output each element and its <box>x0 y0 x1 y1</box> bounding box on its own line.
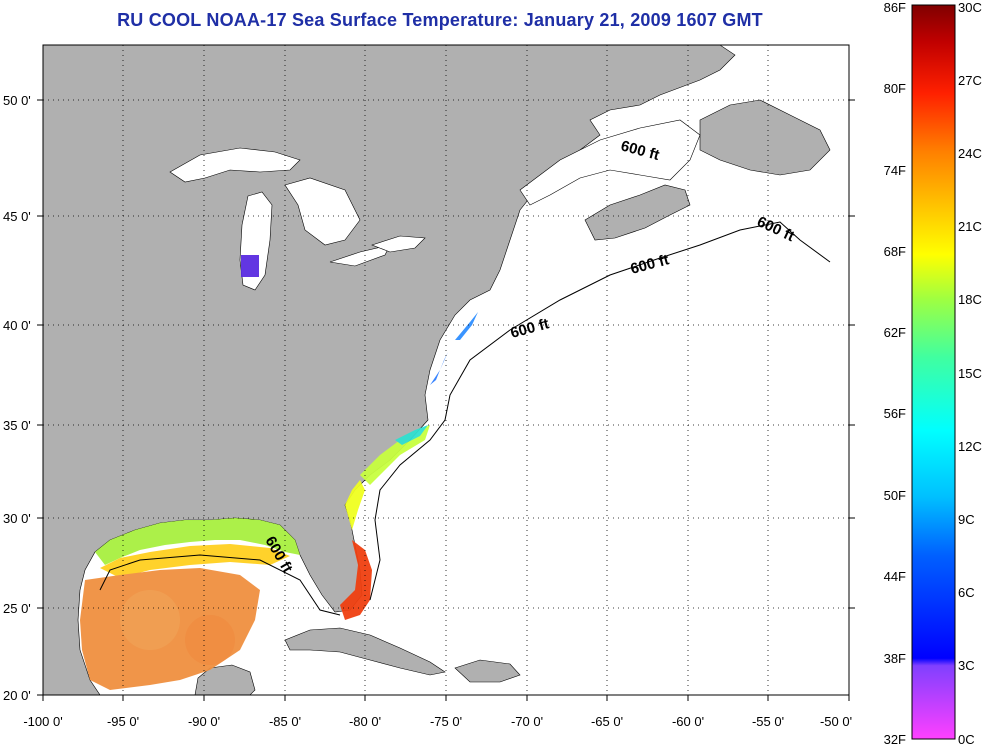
colorbar-c-label: 0C <box>958 732 975 747</box>
colorbar-f-label: 32F <box>884 732 906 747</box>
lat-label: 50 0' <box>3 93 31 108</box>
colorbar-f-label: 62F <box>884 325 906 340</box>
colorbar-c-label: 12C <box>958 439 982 454</box>
colorbar-f-label: 86F <box>884 0 906 15</box>
colorbar: 86F 80F 74F 68F 62F 56F 50F 44F 38F 32F … <box>884 0 982 747</box>
isobath-600ft <box>99 221 831 616</box>
lat-label: 45 0' <box>3 209 31 224</box>
colorbar-f-label: 74F <box>884 163 906 178</box>
sst-carolinas-cool <box>395 425 428 445</box>
lon-label: -65 0' <box>591 714 623 729</box>
land-newfoundland <box>699 99 831 176</box>
map-title: RU COOL NOAA-17 Sea Surface Temperature:… <box>117 10 763 30</box>
lat-label: 25 0' <box>3 601 31 616</box>
lon-label: -60 0' <box>672 714 704 729</box>
sst-florida-east <box>345 480 365 530</box>
colorbar-f-label: 56F <box>884 406 906 421</box>
colorbar-c-label: 24C <box>958 146 982 161</box>
colorbar-f-label: 44F <box>884 569 906 584</box>
colorbar-f-label: 68F <box>884 244 906 259</box>
colorbar-c-label: 9C <box>958 512 975 527</box>
lon-label: -50 0' <box>820 714 852 729</box>
colorbar-c-label: 18C <box>958 292 982 307</box>
land-hispaniola <box>454 659 521 683</box>
lon-label: -55 0' <box>752 714 784 729</box>
lat-label: 35 0' <box>3 418 31 433</box>
land-yucatan <box>194 664 256 696</box>
lake-ontario <box>371 235 426 253</box>
lon-label: -90 0' <box>188 714 220 729</box>
land-nova-scotia <box>584 184 691 241</box>
gulf-st-lawrence <box>519 119 701 206</box>
lon-label: -75 0' <box>430 714 462 729</box>
colorbar-c-label: 30C <box>958 0 982 15</box>
colorbar-scale <box>911 4 956 740</box>
colorbar-c-label: 21C <box>958 219 982 234</box>
lat-labels: 50 0' 45 0' 40 0' 35 0' 30 0' 25 0' 20 0… <box>3 93 31 703</box>
lon-labels: -100 0' -95 0' -90 0' -85 0' -80 0' -75 … <box>23 714 852 729</box>
sst-lake-michigan <box>241 255 259 277</box>
grid-lines <box>43 45 849 695</box>
colorbar-c-label: 3C <box>958 658 975 673</box>
sst-data <box>80 255 478 690</box>
colorbar-c-label: 6C <box>958 585 975 600</box>
sst-gulf-north <box>95 518 300 565</box>
colorbar-c-label: 27C <box>958 73 982 88</box>
lat-label: 20 0' <box>3 688 31 703</box>
lon-label: -85 0' <box>269 714 301 729</box>
lon-label: -70 0' <box>511 714 543 729</box>
lake-huron <box>284 177 361 246</box>
lon-label: -80 0' <box>349 714 381 729</box>
sst-florida-gulfstream <box>340 540 372 620</box>
sst-gulf-north-yellow <box>100 544 290 578</box>
land-cuba <box>284 627 446 676</box>
sst-carolinas <box>360 425 430 485</box>
lat-label: 40 0' <box>3 318 31 333</box>
colorbar-c-label: 15C <box>958 366 982 381</box>
lat-label: 30 0' <box>3 511 31 526</box>
colorbar-f-label: 50F <box>884 488 906 503</box>
colorbar-f-label: 38F <box>884 651 906 666</box>
lon-label: -95 0' <box>107 714 139 729</box>
lon-label: -100 0' <box>23 714 62 729</box>
colorbar-f-label: 80F <box>884 81 906 96</box>
lake-superior <box>169 147 301 183</box>
tick-marks <box>37 99 855 701</box>
